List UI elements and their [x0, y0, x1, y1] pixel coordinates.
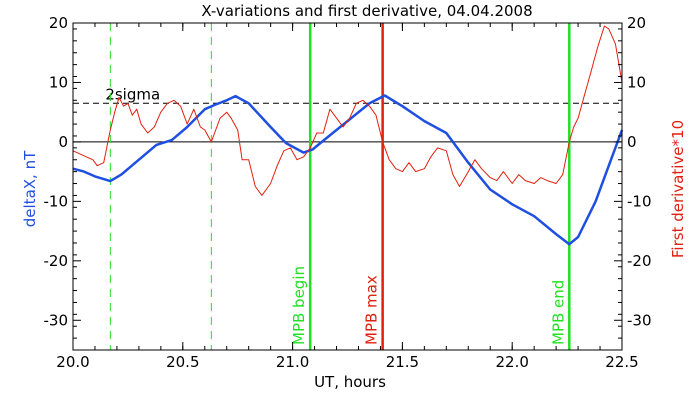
y-right-tick-label: -30	[627, 311, 652, 329]
y-right-tick-label: 10	[627, 73, 646, 91]
y-left-tick-label: -20	[44, 252, 69, 270]
axis-tick-labels: 20.0 20.5 21.0 21.5 22.0 22.5 20 10 0 -10 -20 -30 20…	[44, 14, 652, 371]
y-left-tick-label: -10	[44, 192, 69, 210]
marker-label: MPB end	[549, 280, 567, 345]
y-right-tick-label: 0	[627, 133, 637, 151]
y-left-tick-label: 0	[58, 133, 68, 151]
x-tick-label: 21.5	[386, 353, 419, 371]
plot-area: 2sigma MPB begin MPB max MPB end	[72, 22, 624, 351]
y-right-tick-label: 20	[627, 14, 646, 32]
y-left-tick-label: -30	[44, 311, 69, 329]
x-axis-title: UT, hours	[314, 373, 386, 391]
series-line-deltax	[72, 94, 624, 246]
y-left-tick-label: 10	[49, 73, 68, 91]
y-right-tick-label: -10	[627, 192, 652, 210]
y-right-tick-label: -20	[627, 252, 652, 270]
y-axis-left-title: deltaX, nT	[21, 150, 39, 227]
series-line-derivative	[72, 25, 623, 196]
x-tick-label: 20.0	[56, 353, 89, 371]
x-tick-label: 21.0	[276, 353, 309, 371]
chart-title: X-variations and first derivative, 04.04…	[201, 2, 532, 20]
plot-frame	[72, 22, 623, 351]
y-axis-right-title: First derivative*10	[669, 120, 687, 258]
axis-ticks	[72, 22, 623, 351]
y-left-tick-label: 20	[49, 14, 68, 32]
x-tick-label: 20.5	[166, 353, 199, 371]
marker-label: MPB max	[363, 275, 381, 345]
marker-label: MPB begin	[290, 266, 308, 345]
x-tick-label: 22.5	[605, 353, 638, 371]
x-tick-label: 22.0	[495, 353, 528, 371]
threshold-label: 2sigma	[105, 85, 160, 103]
